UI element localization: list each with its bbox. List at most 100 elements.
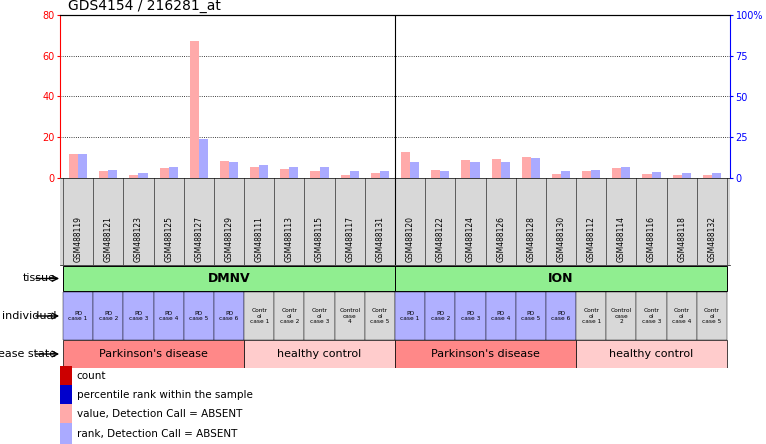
Bar xyxy=(682,173,691,178)
Bar xyxy=(380,171,389,178)
Text: GSM488121: GSM488121 xyxy=(103,216,113,262)
Bar xyxy=(522,157,531,178)
Text: GSM488132: GSM488132 xyxy=(707,215,716,262)
Bar xyxy=(220,161,229,178)
FancyBboxPatch shape xyxy=(244,292,274,340)
Bar xyxy=(60,404,72,425)
Text: GSM488112: GSM488112 xyxy=(587,216,596,262)
Bar xyxy=(310,171,319,178)
Text: DMNV: DMNV xyxy=(208,272,250,285)
FancyBboxPatch shape xyxy=(425,292,455,340)
Bar xyxy=(461,160,470,178)
Text: PD
case 5: PD case 5 xyxy=(521,311,541,321)
FancyBboxPatch shape xyxy=(153,292,184,340)
Bar xyxy=(69,154,78,178)
FancyBboxPatch shape xyxy=(637,292,666,340)
FancyBboxPatch shape xyxy=(576,292,606,340)
Bar xyxy=(371,173,380,178)
FancyBboxPatch shape xyxy=(697,292,727,340)
FancyBboxPatch shape xyxy=(63,292,93,340)
Bar xyxy=(341,175,350,178)
FancyBboxPatch shape xyxy=(395,340,576,368)
FancyBboxPatch shape xyxy=(516,292,546,340)
Text: disease state: disease state xyxy=(0,349,56,359)
Text: GSM488117: GSM488117 xyxy=(345,215,354,262)
FancyBboxPatch shape xyxy=(274,292,304,340)
Bar xyxy=(561,171,570,178)
Bar xyxy=(190,41,199,178)
FancyBboxPatch shape xyxy=(395,266,727,291)
Text: GSM488118: GSM488118 xyxy=(677,216,686,262)
FancyBboxPatch shape xyxy=(244,340,395,368)
Text: GSM488120: GSM488120 xyxy=(405,215,414,262)
Text: GSM488124: GSM488124 xyxy=(466,215,475,262)
Bar xyxy=(401,151,410,178)
Text: Parkinson's disease: Parkinson's disease xyxy=(99,349,208,359)
Text: ION: ION xyxy=(548,272,574,285)
Bar xyxy=(199,139,208,178)
FancyBboxPatch shape xyxy=(184,292,214,340)
Text: GSM488114: GSM488114 xyxy=(617,215,626,262)
Text: Contr
ol
case 1: Contr ol case 1 xyxy=(250,308,269,324)
Bar xyxy=(703,175,712,178)
Text: GSM488130: GSM488130 xyxy=(556,215,565,262)
FancyBboxPatch shape xyxy=(335,292,365,340)
Bar xyxy=(501,162,509,178)
Text: Contr
ol
case 2: Contr ol case 2 xyxy=(280,308,299,324)
FancyBboxPatch shape xyxy=(63,266,395,291)
Bar xyxy=(229,162,238,178)
Bar xyxy=(280,169,290,178)
Text: PD
case 5: PD case 5 xyxy=(189,311,208,321)
FancyBboxPatch shape xyxy=(365,292,395,340)
Text: GSM488113: GSM488113 xyxy=(285,215,294,262)
Text: GSM488122: GSM488122 xyxy=(436,216,445,262)
Bar xyxy=(169,166,178,178)
Text: GSM488123: GSM488123 xyxy=(134,215,143,262)
FancyBboxPatch shape xyxy=(304,292,335,340)
Bar xyxy=(319,167,329,178)
Text: Contr
ol
case 3: Contr ol case 3 xyxy=(642,308,661,324)
Bar xyxy=(410,162,419,178)
FancyBboxPatch shape xyxy=(546,292,576,340)
Bar xyxy=(108,170,117,178)
Bar xyxy=(582,171,591,178)
Text: PD
case 1: PD case 1 xyxy=(401,311,420,321)
Text: Contr
ol
case 3: Contr ol case 3 xyxy=(310,308,329,324)
Text: healthy control: healthy control xyxy=(277,349,362,359)
Text: percentile rank within the sample: percentile rank within the sample xyxy=(77,390,253,400)
Bar xyxy=(440,171,450,178)
Bar xyxy=(60,385,72,405)
FancyBboxPatch shape xyxy=(63,340,244,368)
Bar xyxy=(290,166,299,178)
Bar xyxy=(612,168,621,178)
Text: PD
case 1: PD case 1 xyxy=(68,311,88,321)
Text: Parkinson's disease: Parkinson's disease xyxy=(431,349,540,359)
FancyBboxPatch shape xyxy=(576,340,727,368)
Text: Contr
ol
case 1: Contr ol case 1 xyxy=(581,308,601,324)
Text: GSM488129: GSM488129 xyxy=(224,215,234,262)
Bar xyxy=(431,170,440,178)
Bar xyxy=(552,174,561,178)
Text: rank, Detection Call = ABSENT: rank, Detection Call = ABSENT xyxy=(77,428,237,439)
FancyBboxPatch shape xyxy=(395,292,425,340)
Text: Contr
ol
case 5: Contr ol case 5 xyxy=(702,308,722,324)
Text: healthy control: healthy control xyxy=(610,349,694,359)
Bar xyxy=(60,365,72,386)
Text: PD
case 3: PD case 3 xyxy=(129,311,148,321)
Text: GDS4154 / 216281_at: GDS4154 / 216281_at xyxy=(67,0,221,13)
Bar xyxy=(259,165,268,178)
Bar xyxy=(492,159,501,178)
FancyBboxPatch shape xyxy=(214,292,244,340)
Bar xyxy=(139,173,148,178)
Bar xyxy=(60,423,72,444)
Text: Contr
ol
case 4: Contr ol case 4 xyxy=(672,308,692,324)
Text: GSM488119: GSM488119 xyxy=(74,215,83,262)
Text: PD
case 2: PD case 2 xyxy=(430,311,450,321)
Text: tissue: tissue xyxy=(23,273,56,283)
Text: count: count xyxy=(77,371,106,381)
Text: PD
case 3: PD case 3 xyxy=(461,311,480,321)
Bar xyxy=(159,168,169,178)
Text: PD
case 2: PD case 2 xyxy=(99,311,118,321)
Bar xyxy=(78,154,87,178)
Text: GSM488115: GSM488115 xyxy=(315,215,324,262)
